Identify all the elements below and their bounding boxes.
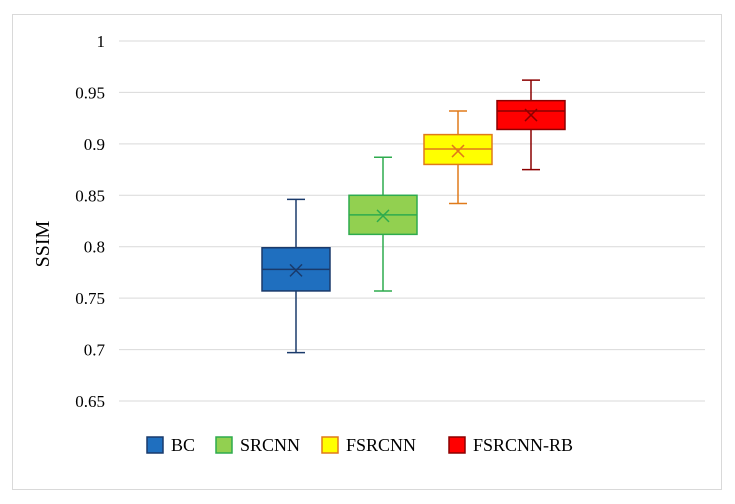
y-axis-label: SSIM	[32, 220, 54, 267]
box-srcnn	[348, 156, 418, 292]
mean-marker	[524, 108, 538, 122]
y-tick-label: 0.65	[75, 392, 105, 411]
y-tick-label: 0.8	[84, 238, 105, 257]
mean-marker	[289, 263, 303, 277]
legend-swatch	[215, 436, 233, 454]
box-fsrcnn-rb	[496, 79, 566, 171]
y-tick-label: 1	[97, 32, 106, 51]
legend-item-fsrcnn-rb: FSRCNN-RB	[448, 435, 573, 455]
mean-marker	[376, 209, 390, 223]
legend-label: SRCNN	[240, 435, 300, 455]
legend-swatch	[321, 436, 339, 454]
legend-item-srcnn: SRCNN	[215, 435, 300, 455]
box-plot: 0.65 0.7 0.75 0.8 0.85 0.9 0.95 1 SSIM BC SRCNN F…	[32, 32, 705, 455]
y-tick-label: 0.95	[75, 83, 105, 102]
legend-swatch	[448, 436, 466, 454]
legend: BC SRCNN FSRCNN FSRCNN-RB	[146, 435, 573, 455]
legend-label: FSRCNN-RB	[473, 435, 573, 455]
y-tick-label: 0.85	[75, 186, 105, 205]
y-tick-label: 0.7	[84, 341, 106, 360]
legend-item-bc: BC	[146, 435, 195, 455]
chart-frame: 0.65 0.7 0.75 0.8 0.85 0.9 0.95 1 SSIM BC SRCNN F…	[12, 14, 722, 490]
y-tick-label: 0.9	[84, 135, 105, 154]
box-bc	[261, 198, 331, 354]
legend-label: FSRCNN	[346, 435, 416, 455]
boxes	[261, 79, 566, 354]
mean-marker	[451, 144, 465, 158]
box-fsrcnn	[423, 110, 493, 205]
legend-label: BC	[171, 435, 195, 455]
y-tick-label: 0.75	[75, 289, 105, 308]
y-axis-ticks: 0.65 0.7 0.75 0.8 0.85 0.9 0.95 1	[75, 32, 105, 411]
legend-swatch	[146, 436, 164, 454]
legend-item-fsrcnn: FSRCNN	[321, 435, 416, 455]
